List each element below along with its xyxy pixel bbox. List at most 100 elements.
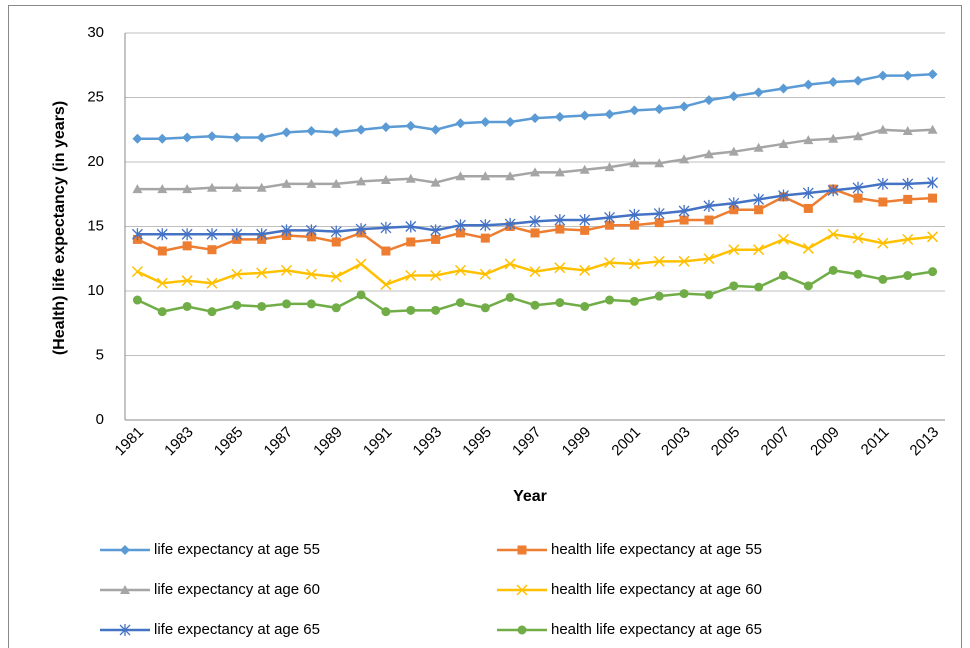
marker [530,228,540,238]
marker [728,197,740,210]
marker [157,133,168,144]
marker [703,149,714,159]
y-tick-label: 15 [87,217,104,234]
marker [704,290,714,300]
marker [517,545,527,555]
marker [206,182,217,192]
marker [206,228,218,241]
marker [554,167,565,177]
marker [454,264,466,276]
marker [530,167,540,177]
marker [754,205,764,215]
marker [555,298,565,308]
marker [754,282,764,292]
marker [231,268,243,280]
marker [827,184,839,197]
legend-label: health life expectancy at age 60 [551,581,762,598]
legend-label: life expectancy at age 55 [154,541,320,558]
marker [157,184,168,194]
legend-label: life expectancy at age 60 [154,581,320,598]
marker [803,135,814,145]
series [131,176,939,241]
y-tick-label: 20 [87,153,104,170]
marker [853,131,864,141]
marker [207,245,217,255]
marker [629,220,639,230]
marker [877,237,889,249]
marker [877,177,889,190]
marker [803,281,813,291]
series [132,265,938,317]
marker [281,178,292,188]
marker [728,146,739,156]
marker [331,127,342,138]
marker [231,132,242,143]
marker [306,299,316,309]
marker [902,126,913,136]
marker [206,277,218,289]
marker [405,269,417,282]
marker [181,275,193,287]
marker [580,225,590,235]
marker [653,255,665,267]
series [132,69,938,144]
marker [355,223,367,236]
marker [157,246,167,256]
marker [504,217,516,230]
marker [679,154,690,164]
marker [330,271,342,283]
marker [280,264,293,276]
marker [902,233,914,245]
marker [778,83,789,94]
series [132,124,938,194]
marker [828,265,838,275]
marker [704,215,714,225]
marker [580,301,590,311]
chart-border [8,5,962,648]
marker [703,253,715,265]
marker [778,138,789,148]
marker [605,220,615,230]
marker [156,277,168,289]
marker [653,207,665,220]
marker [256,182,267,192]
marker [629,105,640,116]
marker [852,232,864,244]
marker [530,300,540,310]
marker [803,79,814,90]
marker [928,193,938,203]
marker [927,176,939,189]
marker [554,262,566,274]
marker [430,177,441,187]
marker [579,214,591,227]
marker [703,95,714,106]
marker [703,199,715,212]
marker [132,184,143,194]
legend-label: health life expectancy at age 55 [551,541,762,558]
marker [902,70,913,81]
marker [654,158,665,168]
marker [605,295,615,305]
marker [231,228,243,241]
marker [431,234,441,244]
marker [753,87,764,98]
marker [753,193,765,206]
marker [777,233,790,245]
marker [479,268,491,280]
marker [331,178,342,188]
marker [878,274,888,284]
marker [207,307,217,317]
marker [554,214,566,227]
marker [928,267,938,277]
marker [604,211,616,224]
marker [454,219,466,232]
marker [182,241,192,251]
marker [455,171,466,181]
marker [480,117,491,128]
marker [306,232,316,242]
marker [305,268,317,280]
marker [430,269,442,282]
marker [256,132,267,143]
marker [281,224,292,237]
